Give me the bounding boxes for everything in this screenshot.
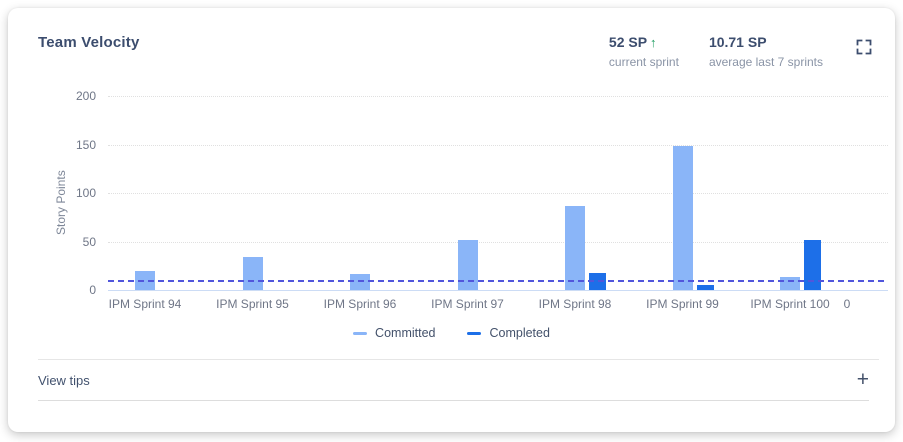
gridline: [108, 241, 888, 243]
view-tips-row[interactable]: View tips +: [38, 366, 879, 394]
average-label: average last 7 sprints: [708, 55, 823, 69]
y-tick-label: 50: [82, 234, 96, 249]
page-title: Team Velocity: [38, 34, 140, 51]
y-tick-label: 0: [89, 283, 96, 297]
x-category-label: IPM Sprint 96: [323, 297, 397, 311]
stat-current-sprint: 52 SP ↑ current sprint: [609, 34, 679, 69]
y-tick-label: 150: [75, 137, 96, 152]
plus-icon[interactable]: +: [856, 368, 869, 391]
x-axis-line: [108, 290, 888, 291]
y-tick-label: 200: [75, 89, 96, 103]
x-category-label: IPM Sprint 98: [538, 297, 612, 311]
x-category-label: 0: [843, 297, 851, 311]
x-category-label: IPM Sprint 95: [216, 297, 289, 311]
fullscreen-icon[interactable]: [853, 36, 875, 61]
y-tick-label: 100: [75, 186, 96, 200]
committed-bar: [565, 205, 585, 290]
chart-legend: Committed Completed: [8, 326, 895, 340]
committed-bar: [672, 146, 693, 290]
completed-bar: [696, 285, 714, 290]
x-category-label: IPM Sprint 94: [108, 297, 182, 311]
committed-bar: [242, 257, 263, 290]
team-velocity-card: Team Velocity 52 SP ↑ current sprint 10.7…: [8, 8, 895, 432]
view-tips-label: View tips: [38, 372, 90, 388]
committed-bar: [350, 274, 370, 290]
trend-up-icon: ↑: [650, 35, 657, 50]
legend-item-completed[interactable]: Completed: [467, 326, 550, 340]
footer-divider-bottom: [38, 400, 869, 401]
committed-swatch-icon: [353, 331, 368, 335]
gridline: [108, 96, 888, 97]
current-sprint-value: 52 SP: [608, 34, 648, 50]
velocity-bar-chart: Story Points 0 50 100 150 200 IPM Sprint 94 IP…: [8, 8, 895, 328]
header-stats: 52 SP ↑ current sprint 10.71 SP average l…: [609, 34, 875, 69]
x-category-label: IPM Sprint 99: [646, 297, 719, 311]
average-value: 10.71 SP: [708, 34, 767, 50]
legend-label-committed: Committed: [375, 326, 436, 340]
x-category-label: IPM Sprint 100: [750, 297, 830, 311]
gridline: [108, 144, 888, 146]
legend-label-completed: Completed: [489, 326, 550, 340]
footer-divider-top: [38, 359, 879, 360]
gridline: [108, 193, 888, 194]
average-dashed-line: [108, 279, 888, 282]
stat-average: 10.71 SP average last 7 sprints: [709, 34, 823, 69]
committed-bar: [457, 239, 478, 290]
completed-swatch-icon: [467, 331, 482, 335]
x-category-label: IPM Sprint 97: [431, 297, 504, 311]
current-sprint-label: current sprint: [608, 55, 679, 69]
legend-item-committed[interactable]: Committed: [353, 326, 435, 340]
completed-bar: [804, 239, 821, 290]
